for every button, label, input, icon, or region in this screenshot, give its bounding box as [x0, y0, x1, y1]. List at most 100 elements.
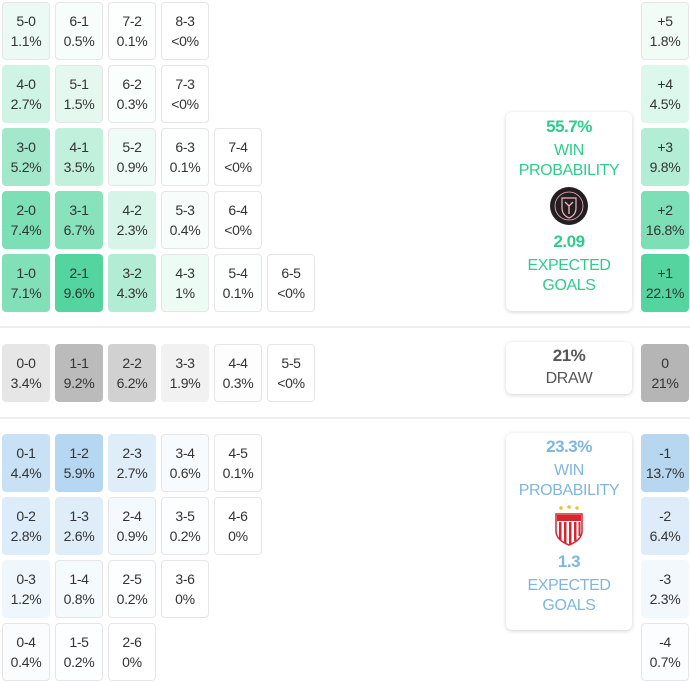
score-label: 1-1: [69, 355, 89, 371]
probability-value: 4.4%: [10, 465, 42, 481]
away-scoreline-cell: 2-3 2.7%: [108, 434, 156, 492]
probability-value: 0.2%: [169, 528, 201, 544]
probability-value: 5.2%: [10, 159, 42, 175]
score-label: 1-5: [69, 634, 89, 650]
score-label: 4-1: [69, 139, 89, 155]
score-label: +1: [657, 265, 673, 281]
away-scoreline-cell: 1-5 0.2%: [55, 623, 103, 681]
away-scoreline-cell: 1-2 5.9%: [55, 434, 103, 492]
probability-value: 0.1%: [222, 285, 254, 301]
draw-scoreline-cell: 5-5 <0%: [267, 344, 315, 402]
home-win-card: 55.7% WIN PROBABILITY 2.09 EXPECTED GOALS: [506, 112, 632, 311]
home-scoreline-cell: 4-3 1%: [161, 254, 209, 312]
score-label: 4-6: [228, 508, 248, 524]
probability-value: <0%: [224, 159, 252, 175]
probability-value: 0.1%: [169, 159, 201, 175]
probability-value: 0.3%: [116, 96, 148, 112]
away-scoreline-cell: 3-5 0.2%: [161, 497, 209, 555]
score-label: 3-2: [122, 265, 142, 281]
probability-value: 1.8%: [649, 33, 681, 49]
score-label: 5-2: [122, 139, 142, 155]
probability-value: 0.9%: [116, 528, 148, 544]
score-label: 3-1: [69, 202, 89, 218]
home-scoreline-cell: 4-2 2.3%: [108, 191, 156, 249]
probability-value: 6.4%: [649, 528, 681, 544]
home-margin-cell: +3 9.8%: [641, 128, 689, 186]
score-label: 4-2: [122, 202, 142, 218]
score-label: 3-0: [16, 139, 36, 155]
away-scoreline-cell: 1-3 2.6%: [55, 497, 103, 555]
probability-value: 9.6%: [63, 285, 95, 301]
away-scoreline-cell: 1-4 0.8%: [55, 560, 103, 618]
score-label: +3: [657, 139, 673, 155]
home-scoreline-cell: 6-5 <0%: [267, 254, 315, 312]
score-label: 1-3: [69, 508, 89, 524]
score-label: -3: [659, 571, 671, 587]
home-margin-cell: +4 4.5%: [641, 65, 689, 123]
probability-value: 21%: [651, 375, 679, 391]
score-label: 2-3: [122, 445, 142, 461]
probability-value: 0.2%: [63, 654, 95, 670]
probability-value: 0.5%: [63, 33, 95, 49]
draw-scoreline-cell: 4-4 0.3%: [214, 344, 262, 402]
away-scoreline-cell: 0-4 0.4%: [2, 623, 50, 681]
home-scoreline-cell: 6-3 0.1%: [161, 128, 209, 186]
home-scoreline-cell: 5-3 0.4%: [161, 191, 209, 249]
away-scoreline-cell: 2-6 0%: [108, 623, 156, 681]
score-label: 2-2: [122, 355, 142, 371]
score-label: +2: [657, 202, 673, 218]
probability-value: 6.7%: [63, 222, 95, 238]
score-label: 3-5: [175, 508, 195, 524]
draw-scoreline-cell: 2-2 6.2%: [108, 344, 156, 402]
score-label: 5-4: [228, 265, 248, 281]
probability-value: 2.3%: [649, 591, 681, 607]
away-scoreline-cell: 3-4 0.6%: [161, 434, 209, 492]
home-xg: 2.09: [553, 232, 585, 251]
score-label: 5-1: [69, 76, 89, 92]
home-margin-cell: +1 22.1%: [641, 254, 689, 312]
score-label: 0-4: [16, 634, 36, 650]
home-scoreline-cell: 4-0 2.7%: [2, 65, 50, 123]
score-label: 0-1: [16, 445, 36, 461]
home-margin-cell: +5 1.8%: [641, 2, 689, 60]
draw-scoreline-cell: 3-3 1.9%: [161, 344, 209, 402]
home-margin-cell: +2 16.8%: [641, 191, 689, 249]
home-win-label: WIN PROBABILITY: [518, 142, 620, 179]
score-label: 4-5: [228, 445, 248, 461]
score-label: 1-2: [69, 445, 89, 461]
probability-value: 0.3%: [222, 375, 254, 391]
home-scoreline-cell: 8-3 <0%: [161, 2, 209, 60]
probability-value: 9.8%: [649, 159, 681, 175]
home-scoreline-cell: 3-1 6.7%: [55, 191, 103, 249]
score-label: 6-1: [69, 13, 89, 29]
home-scoreline-cell: 4-1 3.5%: [55, 128, 103, 186]
draw-label: DRAW: [545, 370, 593, 387]
divider-top: [0, 326, 690, 328]
away-margin-cell: -1 13.7%: [641, 434, 689, 492]
probability-value: <0%: [277, 375, 305, 391]
score-label: 4-3: [175, 265, 195, 281]
away-scoreline-cell: 0-3 1.2%: [2, 560, 50, 618]
away-scoreline-cell: 0-1 4.4%: [2, 434, 50, 492]
probability-value: 2.7%: [10, 96, 42, 112]
score-label: 0-0: [16, 355, 36, 371]
score-label: 6-4: [228, 202, 248, 218]
score-label: 5-0: [16, 13, 36, 29]
score-label: +4: [657, 76, 673, 92]
home-scoreline-cell: 7-4 <0%: [214, 128, 262, 186]
home-scoreline-cell: 3-0 5.2%: [2, 128, 50, 186]
probability-value: 0%: [122, 654, 142, 670]
draw-card: 21% DRAW: [506, 342, 632, 394]
home-scoreline-cell: 6-2 0.3%: [108, 65, 156, 123]
score-label: 1-4: [69, 571, 89, 587]
home-scoreline-cell: 1-0 7.1%: [2, 254, 50, 312]
probability-value: <0%: [277, 285, 305, 301]
home-scoreline-cell: 5-0 1.1%: [2, 2, 50, 60]
away-xg: 1.3: [557, 552, 581, 571]
draw-scoreline-cell: 1-1 9.2%: [55, 344, 103, 402]
probability-value: 7.1%: [10, 285, 42, 301]
away-scoreline-cell: 0-2 2.8%: [2, 497, 50, 555]
score-label: 6-2: [122, 76, 142, 92]
probability-value: 9.2%: [63, 375, 95, 391]
score-label: 6-5: [281, 265, 301, 281]
